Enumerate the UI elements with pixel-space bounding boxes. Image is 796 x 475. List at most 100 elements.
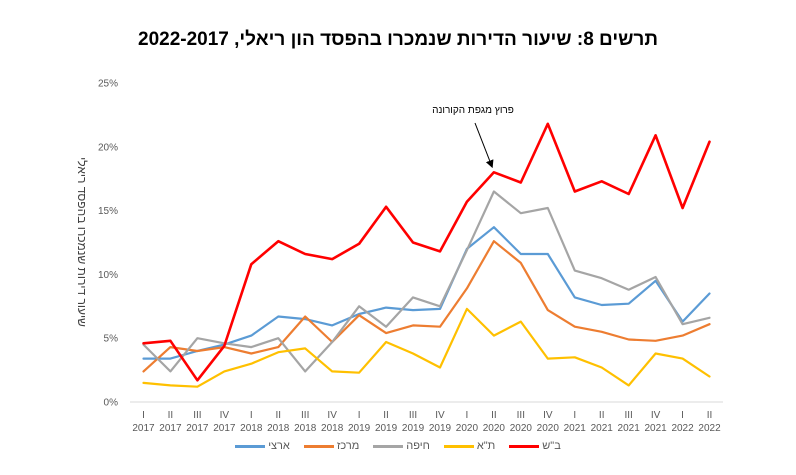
x-tick-label-year: 2019: [348, 423, 371, 434]
data-point: [412, 241, 414, 243]
x-tick-label-quarter: IV: [327, 410, 337, 421]
x-tick-label-quarter: II: [599, 410, 605, 421]
data-point: [681, 357, 683, 359]
x-tick-label-year: 2020: [456, 423, 479, 434]
x-tick-label-year: 2020: [483, 423, 506, 434]
data-point: [142, 342, 144, 344]
x-tick-label-year: 2018: [321, 423, 344, 434]
data-point: [304, 315, 306, 317]
x-tick-label-quarter: I: [681, 410, 684, 421]
data-point: [385, 341, 387, 343]
y-axis-label: שיעור דירות שנמכרו בהפסד ריאלי: [75, 157, 89, 327]
data-point: [547, 253, 549, 255]
data-point: [412, 296, 414, 298]
y-tick-label: 5%: [104, 334, 119, 345]
data-point: [250, 334, 252, 336]
x-axis: I2017II2017III2017IV2017I2018II2018III20…: [130, 401, 723, 434]
data-point: [277, 240, 279, 242]
x-tick-label-quarter: I: [573, 410, 576, 421]
annotation-arrow: [474, 122, 494, 169]
data-point: [708, 292, 710, 294]
data-point: [439, 305, 441, 307]
x-tick-label-year: 2021: [591, 423, 614, 434]
data-point: [654, 340, 656, 342]
data-point: [223, 345, 225, 347]
data-point: [331, 341, 333, 343]
legend-label: ב"ש: [542, 440, 561, 452]
data-point: [466, 308, 468, 310]
data-point: [547, 357, 549, 359]
data-point: [708, 375, 710, 377]
data-point: [196, 337, 198, 339]
legend-item: ת"א: [443, 440, 496, 452]
data-point: [250, 263, 252, 265]
x-tick-label-quarter: III: [301, 410, 309, 421]
data-point: [385, 206, 387, 208]
legend-label: מרכז: [336, 440, 360, 452]
y-tick-label: 25%: [98, 79, 118, 90]
data-point: [169, 384, 171, 386]
data-point: [385, 306, 387, 308]
annotation-text: פרוץ מגפת הקורונה: [432, 105, 514, 116]
data-point: [169, 340, 171, 342]
y-axis: 0% 5% 10% 15% 20% 25%: [98, 79, 118, 409]
data-point: [439, 250, 441, 252]
x-tick-label-quarter: II: [383, 410, 389, 421]
data-point: [169, 370, 171, 372]
data-point: [331, 370, 333, 372]
data-point: [493, 190, 495, 192]
x-tick-label-year: 2022: [698, 423, 721, 434]
data-point: [439, 308, 441, 310]
legend-item: ב"ש: [509, 440, 561, 452]
data-point: [412, 309, 414, 311]
x-tick-label-year: 2018: [294, 423, 317, 434]
x-tick-label-year: 2020: [510, 423, 533, 434]
x-tick-label-year: 2019: [375, 423, 398, 434]
x-tick-label-year: 2018: [267, 423, 290, 434]
data-point: [574, 190, 576, 192]
x-tick-label-quarter: II: [491, 410, 497, 421]
data-point: [601, 366, 603, 368]
data-point: [466, 249, 468, 251]
chart-title: תרשים 8: שיעור הדירות שנמכרו בהפסד הון ר…: [138, 29, 658, 50]
x-tick-label-quarter: I: [250, 410, 253, 421]
data-point: [331, 258, 333, 260]
data-point: [493, 171, 495, 173]
data-point: [627, 338, 629, 340]
data-point: [547, 309, 549, 311]
data-point: [681, 323, 683, 325]
data-point: [520, 253, 522, 255]
data-point: [358, 371, 360, 373]
data-point: [520, 212, 522, 214]
legend: ארצי מרכז חיפה ת"א ב"ש: [0, 440, 796, 452]
data-point: [601, 304, 603, 306]
x-tick-label-quarter: III: [517, 410, 525, 421]
data-point: [169, 346, 171, 348]
data-point: [654, 352, 656, 354]
legend-swatch: [235, 444, 266, 448]
data-point: [574, 296, 576, 298]
data-point: [412, 324, 414, 326]
y-tick-label: 15%: [98, 206, 118, 217]
data-point: [627, 303, 629, 305]
x-tick-label-year: 2018: [240, 423, 263, 434]
series-line-חיפה: [142, 190, 711, 373]
x-tick-label-quarter: I: [466, 410, 469, 421]
series-layer: [142, 122, 711, 388]
data-point: [627, 193, 629, 195]
data-point: [196, 379, 198, 381]
legend-label: ת"א: [476, 440, 496, 452]
series-line-ב"ש: [142, 122, 711, 382]
data-point: [304, 253, 306, 255]
data-point: [493, 226, 495, 228]
data-point: [223, 370, 225, 372]
data-point: [654, 134, 656, 136]
x-tick-label-quarter: II: [707, 410, 713, 421]
data-point: [520, 262, 522, 264]
x-tick-label-year: 2017: [159, 423, 182, 434]
data-point: [574, 356, 576, 358]
y-tick-label: 0%: [104, 398, 119, 409]
data-point: [304, 370, 306, 372]
data-point: [654, 276, 656, 278]
annotation-layer: פרוץ מגפת הקורונה: [432, 105, 514, 169]
